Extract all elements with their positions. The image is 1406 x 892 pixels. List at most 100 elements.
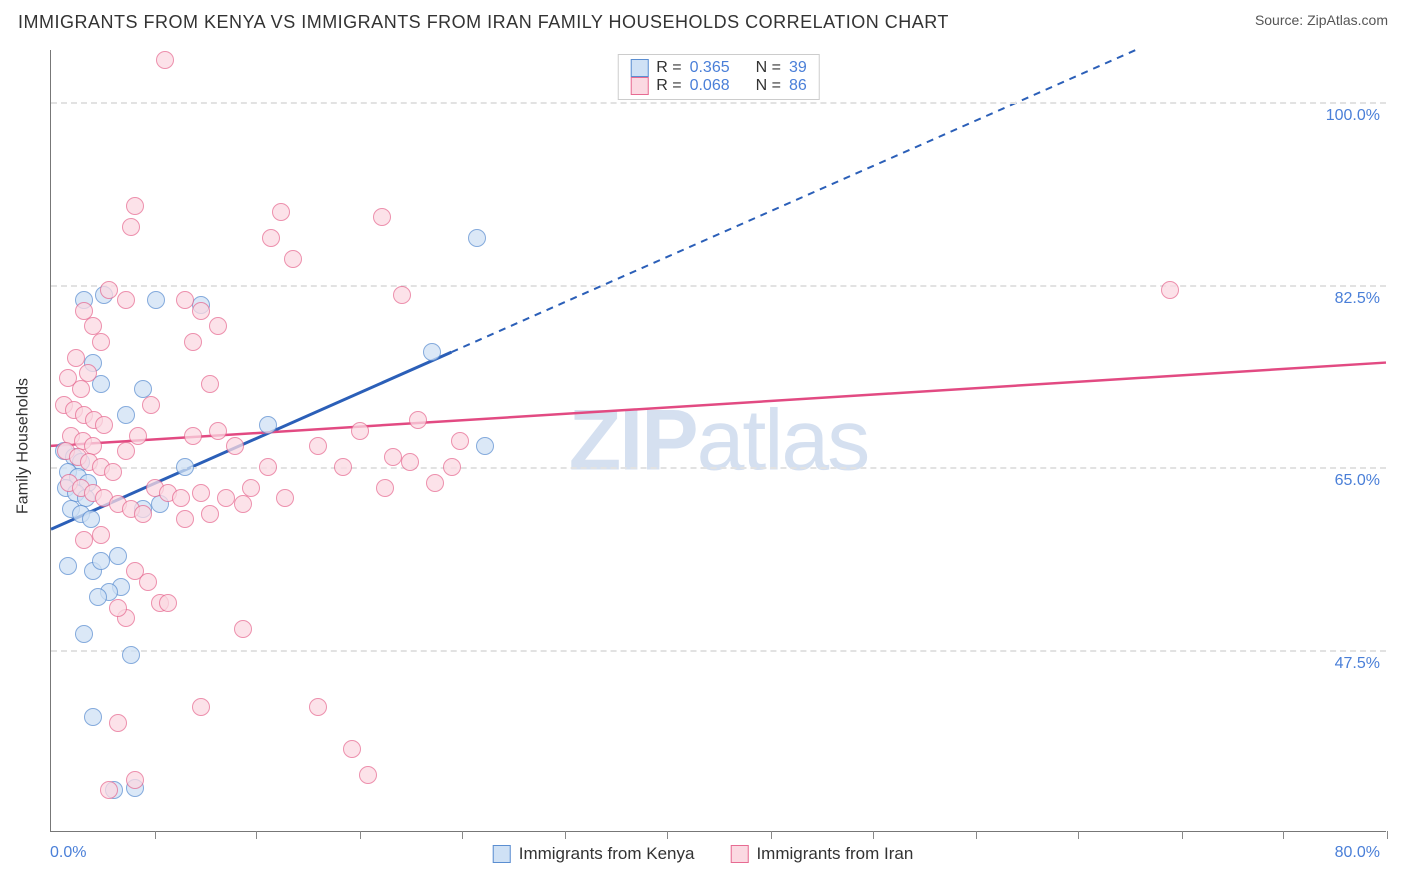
scatter-point-iran [201, 375, 219, 393]
scatter-point-iran [75, 531, 93, 549]
gridline [51, 285, 1386, 287]
scatter-point-iran [234, 620, 252, 638]
r-value: 0.068 [690, 77, 730, 95]
scatter-point-iran [209, 422, 227, 440]
r-value: 0.365 [690, 59, 730, 77]
scatter-point-iran [451, 432, 469, 450]
legend-label: Immigrants from Kenya [519, 844, 695, 864]
n-value: 39 [789, 59, 807, 77]
gridline [51, 467, 1386, 469]
scatter-point-iran [192, 302, 210, 320]
scatter-point-iran [117, 291, 135, 309]
scatter-point-iran [359, 766, 377, 784]
series-legend: Immigrants from Kenya Immigrants from Ira… [493, 844, 914, 864]
scatter-point-kenya [468, 229, 486, 247]
scatter-point-iran [139, 573, 157, 591]
legend-swatch-iran [730, 845, 748, 863]
scatter-point-iran [72, 380, 90, 398]
scatter-point-kenya [423, 343, 441, 361]
scatter-point-iran [104, 463, 122, 481]
scatter-point-iran [109, 714, 127, 732]
x-tick [256, 831, 257, 839]
legend-swatch-kenya [493, 845, 511, 863]
source-label: Source: ZipAtlas.com [1255, 12, 1388, 28]
scatter-point-kenya [147, 291, 165, 309]
x-tick [1283, 831, 1284, 839]
watermark-bold: ZIP [569, 392, 697, 488]
x-tick [565, 831, 566, 839]
r-label: R = [656, 77, 681, 95]
scatter-point-iran [192, 484, 210, 502]
scatter-point-iran [217, 489, 235, 507]
scatter-point-iran [209, 317, 227, 335]
x-tick [976, 831, 977, 839]
scatter-point-iran [393, 286, 411, 304]
scatter-point-iran [172, 489, 190, 507]
scatter-point-iran [142, 396, 160, 414]
trend-lines [51, 50, 1386, 831]
y-axis-label: Family Households [15, 378, 33, 514]
scatter-point-iran [376, 479, 394, 497]
scatter-point-iran [334, 458, 352, 476]
scatter-point-iran [159, 594, 177, 612]
scatter-point-iran [126, 197, 144, 215]
scatter-point-iran [192, 698, 210, 716]
scatter-point-iran [373, 208, 391, 226]
scatter-point-iran [156, 51, 174, 69]
n-value: 86 [789, 77, 807, 95]
scatter-point-kenya [109, 547, 127, 565]
scatter-point-iran [129, 427, 147, 445]
scatter-point-iran [426, 474, 444, 492]
scatter-point-iran [122, 218, 140, 236]
legend-label: Immigrants from Iran [756, 844, 913, 864]
scatter-point-iran [284, 250, 302, 268]
scatter-point-iran [351, 422, 369, 440]
r-label: R = [656, 59, 681, 77]
y-tick-label: 82.5% [1335, 290, 1380, 308]
scatter-point-iran [201, 505, 219, 523]
scatter-point-iran [226, 437, 244, 455]
scatter-point-iran [95, 416, 113, 434]
scatter-point-iran [100, 281, 118, 299]
scatter-point-kenya [176, 458, 194, 476]
scatter-point-iran [67, 349, 85, 367]
scatter-point-iran [176, 291, 194, 309]
x-tick [1387, 831, 1388, 839]
chart-title: IMMIGRANTS FROM KENYA VS IMMIGRANTS FROM… [18, 12, 949, 33]
scatter-point-iran [92, 333, 110, 351]
y-tick-label: 47.5% [1335, 655, 1380, 673]
legend-entry-kenya: Immigrants from Kenya [493, 844, 695, 864]
scatter-point-kenya [92, 552, 110, 570]
scatter-point-kenya [476, 437, 494, 455]
scatter-point-kenya [259, 416, 277, 434]
scatter-point-iran [117, 442, 135, 460]
scatter-point-iran [409, 411, 427, 429]
scatter-point-iran [184, 427, 202, 445]
x-tick [1182, 831, 1183, 839]
scatter-point-iran [343, 740, 361, 758]
scatter-point-iran [272, 203, 290, 221]
x-tick [667, 831, 668, 839]
scatter-point-iran [309, 437, 327, 455]
scatter-point-iran [92, 526, 110, 544]
watermark-light: atlas [697, 392, 869, 488]
x-tick [873, 831, 874, 839]
scatter-point-kenya [84, 708, 102, 726]
legend-stat-row: R =0.365N =39 [630, 59, 807, 77]
scatter-point-iran [234, 495, 252, 513]
scatter-point-iran [262, 229, 280, 247]
gridline [51, 102, 1386, 104]
watermark: ZIPatlas [569, 391, 868, 490]
scatter-point-iran [276, 489, 294, 507]
plot-area: ZIPatlas R =0.365N =39R =0.068N =86 47.5… [50, 50, 1386, 832]
scatter-point-iran [401, 453, 419, 471]
x-tick [462, 831, 463, 839]
scatter-point-iran [176, 510, 194, 528]
y-tick-label: 65.0% [1335, 472, 1380, 490]
scatter-point-iran [134, 505, 152, 523]
scatter-point-iran [259, 458, 277, 476]
scatter-point-iran [309, 698, 327, 716]
scatter-point-kenya [89, 588, 107, 606]
gridline [51, 650, 1386, 652]
scatter-point-kenya [117, 406, 135, 424]
